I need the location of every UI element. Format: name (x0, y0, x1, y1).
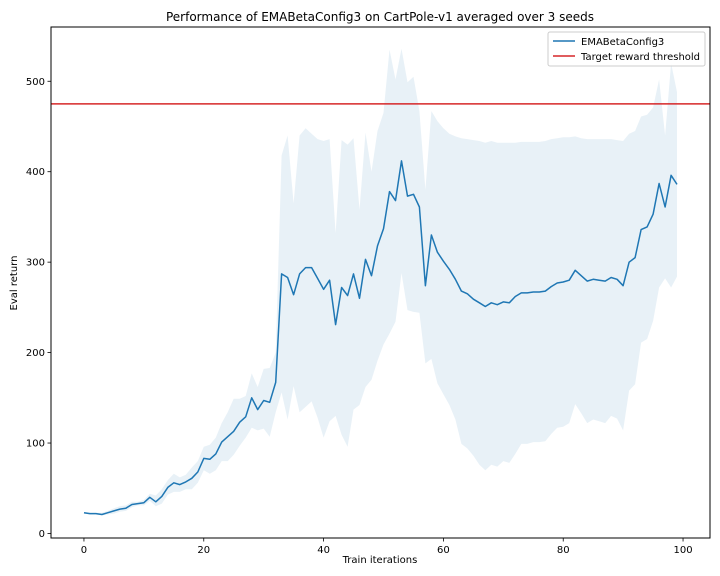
plot-frame (50, 26, 711, 539)
std-band-layer (84, 48, 677, 516)
y-tick-label: 300 (26, 258, 45, 269)
y-tick-label: 400 (26, 167, 45, 178)
x-tick-label: 80 (557, 545, 570, 556)
legend-label-series: EMABetaConfig3 (581, 37, 664, 48)
y-axis-ticks: 0 100 200 300 400 500 (26, 77, 51, 540)
y-tick-label: 100 (26, 439, 45, 450)
y-tick-label: 500 (26, 77, 45, 88)
series-line (83, 160, 678, 516)
y-tick-label: 200 (26, 348, 45, 359)
y-tick-label: 0 (39, 529, 45, 540)
x-tick-label: 0 (81, 545, 87, 556)
x-tick-label: 40 (317, 545, 330, 556)
x-tick-label: 100 (673, 545, 692, 556)
legend-label-threshold: Target reward threshold (580, 52, 700, 63)
std-band (84, 48, 677, 516)
x-tick-label: 60 (437, 545, 450, 556)
y-axis-label: Eval return (9, 256, 20, 311)
legend-box (547, 31, 706, 67)
x-tick-label: 20 (197, 545, 210, 556)
x-axis-label: Train iterations (342, 555, 418, 566)
chart-title: Performance of EMABetaConfig3 on CartPol… (166, 10, 594, 24)
series-line-layer (83, 160, 678, 516)
legend: EMABetaConfig3 Target reward threshold (547, 31, 706, 67)
x-axis-ticks: 0 20 40 60 80 100 (81, 538, 693, 556)
